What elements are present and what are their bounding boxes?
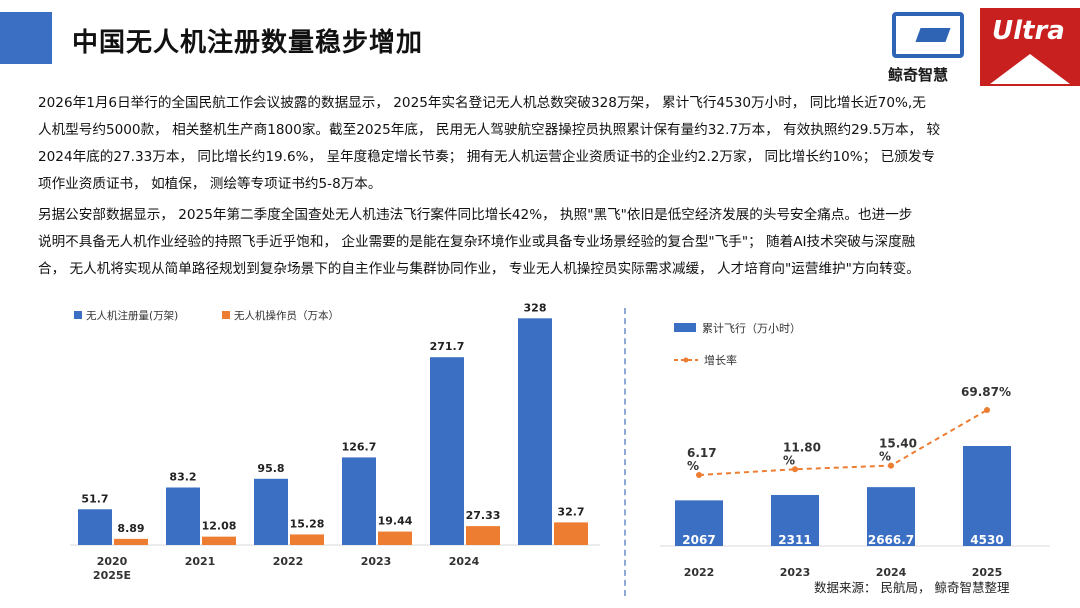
data-label-line: 6.17 — [687, 446, 717, 460]
logo-text: 鲸奇智慧 — [888, 66, 949, 84]
paragraph-line: 2026年1月6日举行的全国民航工作会议披露的数据显示， 2025年实名登记无人… — [38, 95, 926, 111]
paragraph-2: 另据公安部数据显示， 2025年第二季度全国查处无人机违法飞行案件同比增长42%… — [38, 202, 1058, 283]
data-label: 51.7 — [81, 492, 108, 505]
data-label: 15.28 — [290, 517, 325, 530]
x-tick-label: 2023 — [361, 555, 392, 568]
bar-registrations — [254, 478, 288, 545]
data-label: 95.8 — [257, 462, 284, 475]
data-label-line: % — [783, 453, 795, 467]
x-tick-label: 2023 — [780, 566, 811, 579]
x-tick-label: 2024 — [449, 555, 480, 568]
data-label: 83.2 — [169, 470, 196, 483]
bar-operators — [290, 534, 324, 545]
paragraph-line: 说明不具备无人机作业经验的持照飞手近乎饱和， 企业需要的是能在复杂环境作业或具备… — [38, 234, 916, 250]
logo-monitor-icon — [892, 12, 964, 58]
paragraph-line: 2024年底的27.33万本， 同比增长约19.6%， 呈年度稳定增长节奏； 拥… — [38, 149, 936, 165]
page-title: 中国无人机注册数量稳步增加 — [72, 28, 424, 58]
data-label-line: 11.80 — [783, 440, 821, 454]
legend-marker — [683, 357, 689, 363]
paragraph-line: 合， 无人机将实现从简单路径规划到复杂场景下的自主作业与集群协同作业， 专业无人… — [38, 261, 920, 277]
x-tick-label: 2024 — [876, 566, 907, 579]
data-label: 328 — [524, 301, 547, 314]
paragraph-line: 另据公安部数据显示， 2025年第二季度全国查处无人机违法飞行案件同比增长42%… — [38, 207, 913, 223]
bar-flight-hours — [675, 500, 723, 546]
bar-operators — [554, 522, 588, 545]
bar-operators — [202, 536, 236, 545]
jingqi-logo: 鲸奇智慧 — [886, 8, 972, 86]
bar-registrations — [78, 509, 112, 545]
data-label: 2311 — [778, 533, 811, 547]
bar-registrations — [166, 487, 200, 545]
x-tick-label: 2025E — [93, 569, 131, 582]
legend-swatch — [674, 323, 696, 332]
data-label: 6.17% — [687, 446, 717, 473]
chart-legend: 无人机注册量(万架) 无人机操作员（万本） — [74, 309, 339, 322]
chart-legend: 累计飞行（万小时） 增长率 — [674, 322, 801, 367]
data-label: 126.7 — [342, 440, 377, 453]
bar-flight-hours — [963, 446, 1011, 546]
legend-label: 累计飞行（万小时） — [702, 322, 801, 335]
growth-rate-point — [792, 466, 798, 473]
legend-label: 无人机操作员（万本） — [234, 309, 339, 322]
data-label: 4530 — [970, 533, 1003, 547]
bar-flight-hours — [867, 487, 915, 546]
data-label-line: % — [687, 459, 699, 473]
data-label: 69.87% — [961, 385, 1011, 399]
bar-registrations — [518, 318, 552, 545]
bar-flight-hours — [771, 494, 819, 546]
legend-swatch — [74, 311, 82, 319]
data-label-line: 69.87% — [961, 385, 1011, 399]
bar-registrations — [430, 357, 464, 545]
x-tick-label: 2022 — [684, 566, 715, 579]
growth-rate-line — [698, 409, 988, 476]
data-label: 271.7 — [430, 340, 465, 353]
data-label: 27.33 — [466, 509, 501, 522]
paragraph-1: 2026年1月6日举行的全国民航工作会议披露的数据显示， 2025年实名登记无人… — [38, 90, 1058, 198]
title-accent-block — [0, 12, 52, 64]
data-label: 15.40% — [879, 437, 917, 464]
legend-label: 增长率 — [704, 353, 737, 367]
data-label: 32.7 — [557, 505, 584, 518]
paragraph-line: 人机型号约5000款， 相关整机生产商1800家。截至2025年底， 民用无人驾… — [38, 122, 941, 138]
legend-label: 无人机注册量(万架) — [86, 309, 178, 322]
chart-divider — [624, 308, 626, 596]
rhino-icon — [990, 54, 1070, 84]
ultra-logo: Ultra — [980, 8, 1080, 86]
growth-rate-point — [696, 472, 702, 478]
flight-hours-chart: 累计飞行（万小时） 增长率 2067 2022 2311 2023 2666.7 2024 4… — [660, 322, 1050, 579]
bar-registrations — [342, 457, 376, 545]
paragraph-line: 项作业资质证书， 如植保， 测绘等专项证书约5-8万本。 — [38, 176, 382, 192]
data-label: 12.08 — [202, 520, 237, 533]
data-label: 2666.7 — [868, 533, 914, 547]
ultra-logo-text: Ultra — [992, 16, 1065, 46]
x-tick-label: 2022 — [273, 555, 304, 568]
x-tick-label: 2025 — [972, 566, 1003, 579]
x-tick-label: 2020 — [97, 555, 128, 568]
x-tick-label: 2021 — [185, 555, 216, 568]
data-label-line: % — [879, 450, 891, 464]
growth-rate-point — [984, 407, 990, 413]
data-label: 11.80% — [783, 440, 821, 467]
bar-operators — [114, 538, 148, 545]
legend-swatch — [222, 311, 230, 319]
data-label: 19.44 — [378, 515, 413, 528]
data-label: 8.89 — [117, 522, 144, 535]
data-label: 2067 — [682, 533, 715, 547]
data-label-line: 15.40 — [879, 437, 917, 451]
data-source-note: 数据来源： 民航局， 鲸奇智慧整理 — [814, 580, 1010, 595]
bar-operators — [466, 526, 500, 545]
registration-bar-chart: 无人机注册量(万架) 无人机操作员（万本） 51.7 8.89 83.2 12.08 95… — [70, 301, 600, 582]
bar-operators — [378, 531, 412, 545]
growth-rate-point — [888, 462, 894, 469]
